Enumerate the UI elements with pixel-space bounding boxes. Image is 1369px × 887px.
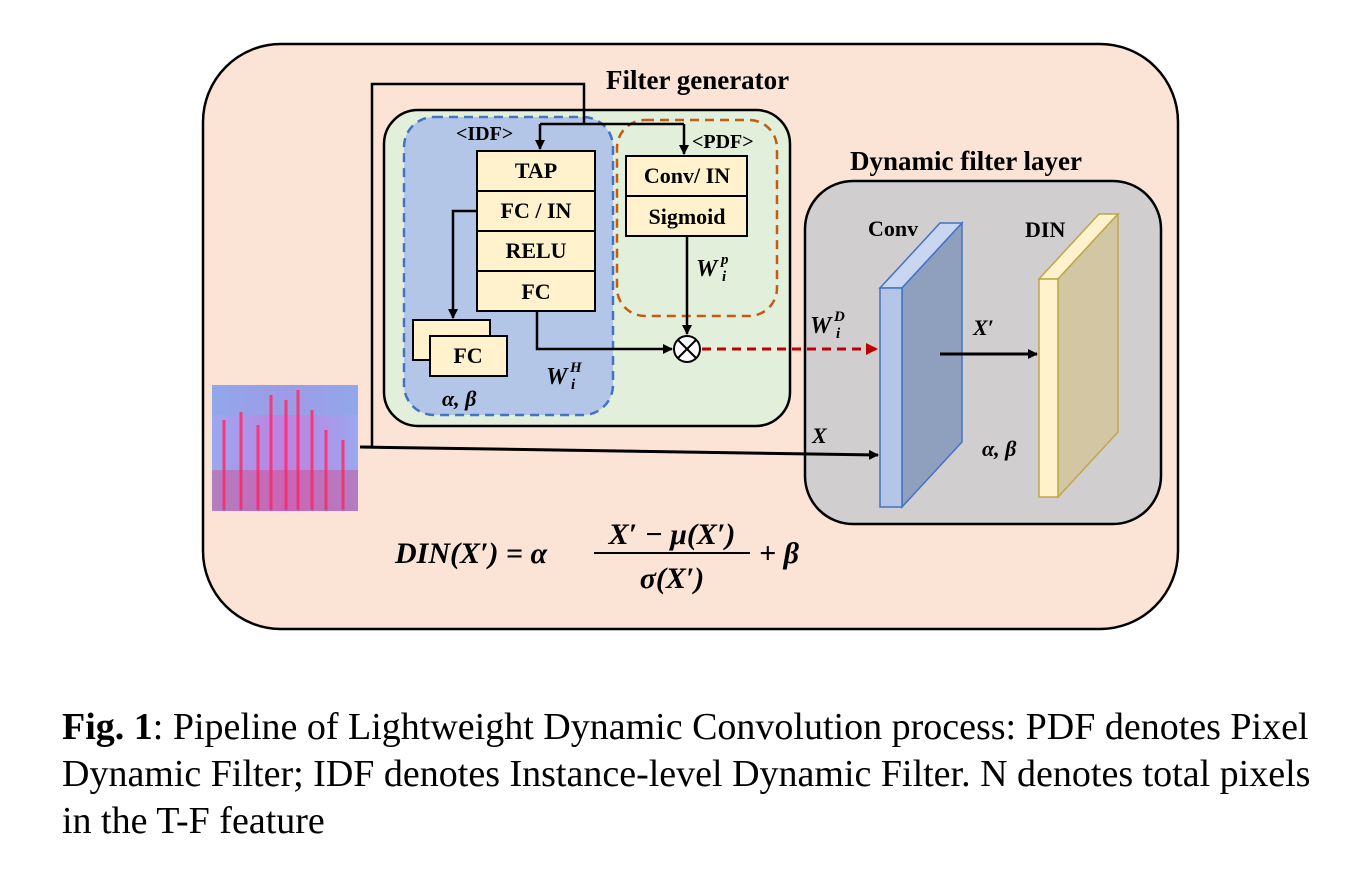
formula-rhs: + β bbox=[759, 537, 800, 570]
multiply-node bbox=[673, 335, 701, 363]
svg-text:W: W bbox=[810, 313, 833, 339]
idf-block-relu: RELU bbox=[505, 238, 566, 263]
spectrogram-image bbox=[212, 385, 358, 511]
pdf-block-conv-in-label: Conv/ IN bbox=[644, 163, 730, 188]
x-arrow bbox=[359, 445, 879, 460]
din-slab bbox=[1037, 212, 1120, 499]
pipeline-diagram: Filter generator <IDF> <PDF> TAP FC / IN… bbox=[201, 42, 1180, 631]
svg-text:i: i bbox=[836, 326, 841, 342]
formula-denominator: σ(X′) bbox=[640, 562, 705, 595]
svg-text:H: H bbox=[569, 360, 583, 376]
formula-lhs: DIN(X′) = α bbox=[394, 537, 548, 570]
x-label: X bbox=[811, 423, 828, 448]
idf-block-fc-in: FC / IN bbox=[501, 198, 572, 223]
caption-label: Fig. 1 bbox=[62, 706, 153, 748]
pdf-block-conv-in bbox=[625, 155, 748, 197]
figure-caption: Fig. 1: Pipeline of Lightweight Dynamic … bbox=[62, 704, 1332, 845]
idf-block-stack: TAP FC / IN RELU FC bbox=[476, 150, 596, 312]
svg-text:i: i bbox=[722, 269, 727, 285]
w-p-label: W p i bbox=[696, 252, 729, 285]
idf-block-tap: TAP bbox=[515, 158, 557, 183]
idf-tag: <IDF> bbox=[456, 123, 513, 145]
conv-label: Conv bbox=[868, 216, 918, 241]
din-label: DIN bbox=[1025, 217, 1065, 242]
pdf-tag: <PDF> bbox=[692, 131, 754, 153]
pdf-block-sigmoid bbox=[625, 195, 748, 237]
alpha-beta-idf: α, β bbox=[442, 386, 477, 411]
svg-text:p: p bbox=[719, 252, 729, 268]
w-h-label: W H i bbox=[546, 360, 583, 393]
w-d-label: W D i bbox=[810, 309, 845, 342]
alpha-beta-din: α, β bbox=[982, 436, 1017, 461]
x-prime-label: X′ bbox=[972, 315, 994, 340]
fc-side-label: FC bbox=[453, 343, 482, 368]
idf-block-fc: FC bbox=[521, 279, 550, 304]
svg-text:i: i bbox=[571, 377, 576, 393]
pdf-block-sigmoid-label: Sigmoid bbox=[648, 204, 725, 229]
filter-generator-title: Filter generator bbox=[606, 65, 789, 95]
din-formula: DIN(X′) = α X′ − μ(X′) σ(X′) + β bbox=[394, 518, 800, 595]
pdf-region bbox=[615, 118, 779, 318]
formula-numerator: X′ − μ(X′) bbox=[608, 518, 736, 551]
caption-text: : Pipeline of Lightweight Dynamic Convol… bbox=[62, 706, 1311, 842]
conv-slab bbox=[878, 221, 964, 509]
svg-text:D: D bbox=[833, 309, 845, 325]
fc-side-block bbox=[429, 335, 508, 377]
svg-text:W: W bbox=[696, 256, 719, 282]
svg-text:W: W bbox=[546, 364, 569, 390]
dynamic-filter-title: Dynamic filter layer bbox=[850, 146, 1082, 176]
